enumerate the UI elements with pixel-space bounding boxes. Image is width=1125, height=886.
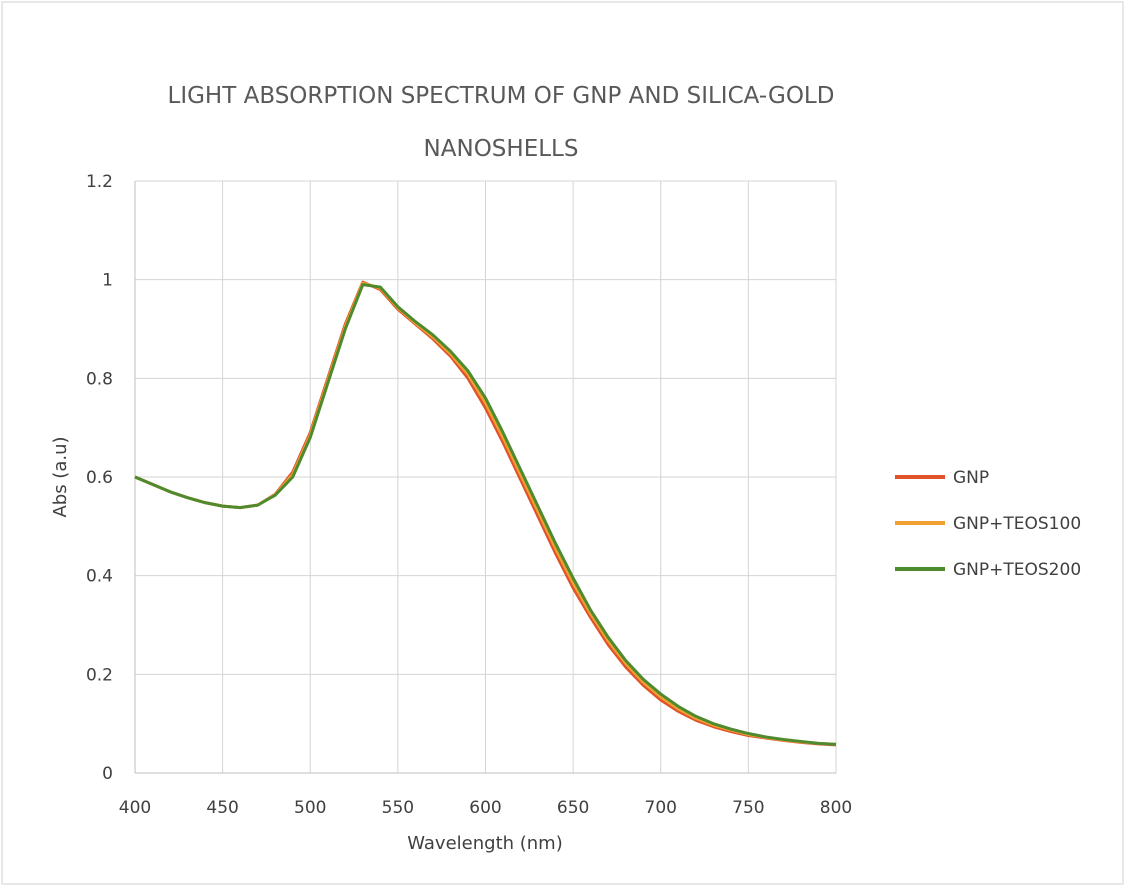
x-tick-label: 550 bbox=[382, 798, 414, 818]
y-tick-label: 0.2 bbox=[86, 665, 113, 685]
y-tick-label: 0.8 bbox=[86, 369, 113, 389]
x-tick-label: 700 bbox=[645, 798, 677, 818]
y-tick-label: 0.4 bbox=[86, 567, 113, 587]
y-tick-label: 1.2 bbox=[86, 172, 113, 192]
x-tick-label: 650 bbox=[557, 798, 589, 818]
legend-label: GNP+TEOS100 bbox=[953, 514, 1081, 534]
legend-label: GNP bbox=[953, 468, 989, 488]
y-axis-title: Abs (a.u) bbox=[50, 436, 71, 517]
legend-label: GNP+TEOS200 bbox=[953, 560, 1081, 580]
y-tick-label: 1 bbox=[102, 271, 113, 291]
x-tick-label: 400 bbox=[119, 798, 151, 818]
x-axis-title: Wavelength (nm) bbox=[407, 833, 563, 854]
x-tick-label: 600 bbox=[469, 798, 501, 818]
chart-title: NANOSHELLS bbox=[424, 136, 579, 162]
x-tick-label: 450 bbox=[206, 798, 238, 818]
y-tick-label: 0 bbox=[102, 764, 113, 784]
x-tick-label: 500 bbox=[294, 798, 326, 818]
y-tick-label: 0.6 bbox=[86, 468, 113, 488]
chart-border bbox=[2, 2, 1123, 884]
chart-title: LIGHT ABSORPTION SPECTRUM OF GNP AND SIL… bbox=[168, 83, 835, 109]
chart: LIGHT ABSORPTION SPECTRUM OF GNP AND SIL… bbox=[0, 0, 1125, 886]
x-tick-label: 750 bbox=[732, 798, 764, 818]
page: LIGHT ABSORPTION SPECTRUM OF GNP AND SIL… bbox=[0, 0, 1125, 886]
x-tick-label: 800 bbox=[820, 798, 852, 818]
